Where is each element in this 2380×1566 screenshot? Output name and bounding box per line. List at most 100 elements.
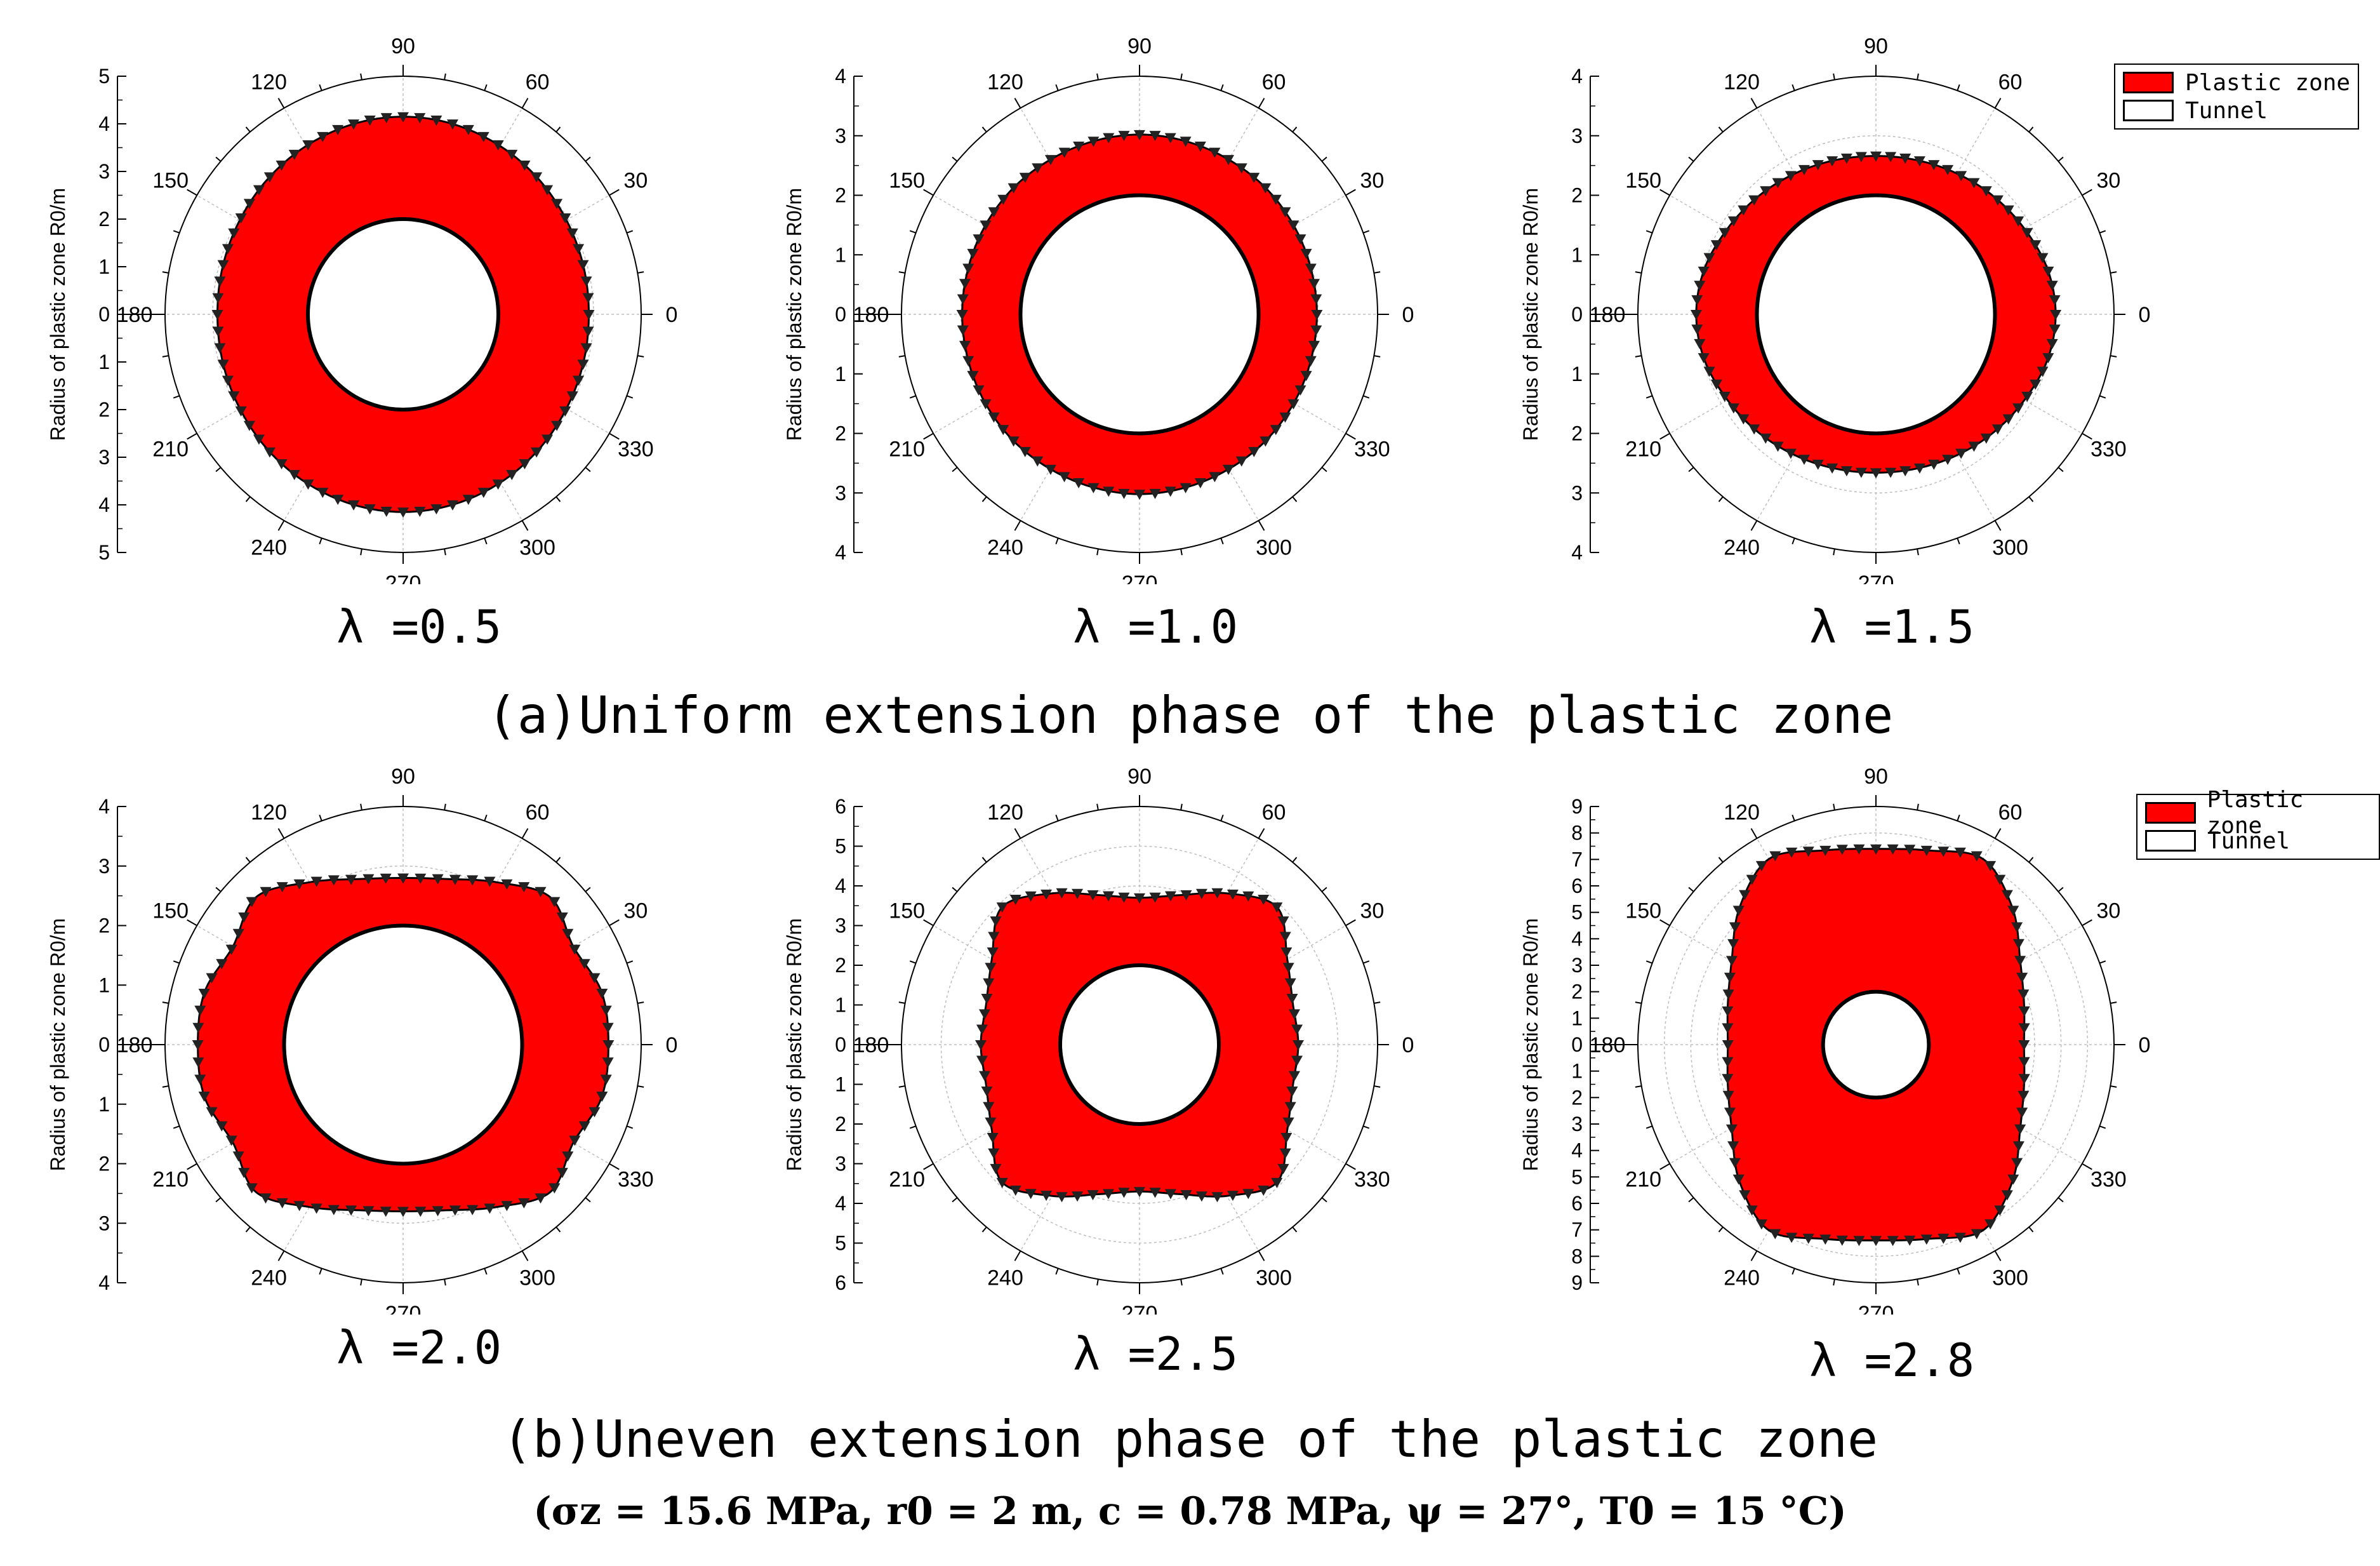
angle-tick	[521, 828, 529, 839]
boundary-marker	[328, 1205, 340, 1215]
boundary-marker	[276, 459, 288, 470]
boundary-marker	[1103, 133, 1115, 144]
angle-tick	[627, 230, 634, 234]
boundary-marker	[2018, 989, 2030, 1000]
boundary-marker	[484, 1203, 496, 1214]
angle-label: 300	[1992, 1266, 2028, 1290]
radial-tick-label: 9	[1571, 1271, 1583, 1294]
angle-label: 240	[1724, 535, 1760, 559]
boundary-marker	[1235, 456, 1247, 467]
angle-tick	[1792, 814, 1795, 821]
angle-label: 330	[618, 1168, 654, 1192]
radial-tick-label: 1	[1571, 363, 1583, 385]
boundary-marker	[2050, 310, 2062, 320]
boundary-marker	[2037, 366, 2049, 377]
angle-tick	[2110, 271, 2117, 274]
angle-tick	[277, 520, 285, 531]
boundary-marker	[1755, 860, 1767, 871]
boundary-marker	[1235, 163, 1247, 174]
radial-tick-label: 1	[98, 351, 110, 373]
boundary-marker	[1724, 972, 1736, 983]
boundary-marker	[446, 119, 458, 130]
boundary-marker	[1310, 294, 1322, 305]
angle-tick	[1792, 538, 1795, 545]
boundary-marker	[569, 1135, 581, 1146]
angle-label: 120	[1724, 70, 1760, 95]
boundary-marker	[1991, 195, 2004, 206]
angle-tick	[1645, 395, 1652, 399]
angle-tick	[1374, 1001, 1381, 1004]
angle-tick	[1180, 1279, 1183, 1286]
boundary-marker	[562, 928, 574, 939]
boundary-marker	[578, 1121, 590, 1132]
angle-tick	[1688, 156, 1694, 162]
boundary-marker	[2030, 379, 2042, 390]
boundary-marker	[1836, 845, 1848, 855]
boundary-marker	[1291, 1024, 1303, 1035]
lambda-label-4: λ =2.0	[336, 1321, 502, 1374]
boundary-marker	[2016, 1108, 2028, 1118]
boundary-marker	[2021, 228, 2033, 239]
radial-tick-label: 4	[835, 65, 846, 88]
polar-chart-4: 0306090120150180210240270300330432101234…	[46, 765, 677, 1315]
boundary-marker	[2042, 353, 2054, 364]
legend-item-tunnel-2: Tunnel	[2145, 827, 2371, 855]
boundary-marker	[976, 1024, 988, 1035]
parameters-caption: (σz = 15.6 MPa, r0 = 2 m, c = 0.78 MPa, …	[533, 1489, 1847, 1534]
boundary-marker	[1928, 459, 1940, 470]
boundary-marker	[518, 1198, 530, 1208]
lambda-label-3: λ =1.5	[1809, 600, 1975, 653]
boundary-marker	[1913, 463, 1925, 474]
radial-tick-label: 6	[1571, 874, 1583, 897]
angle-tick	[484, 814, 488, 821]
boundary-marker	[2030, 240, 2042, 251]
boundary-marker	[1149, 892, 1161, 903]
angle-tick	[1014, 98, 1021, 109]
legend-bottom: Plastic zone Tunnel	[2136, 787, 2380, 860]
boundary-marker	[580, 276, 592, 287]
angle-label: 150	[152, 899, 189, 923]
boundary-marker	[206, 1107, 218, 1118]
boundary-marker	[979, 1071, 991, 1081]
boundary-marker	[260, 887, 272, 897]
angle-tick	[319, 538, 322, 545]
angle-tick	[2082, 1163, 2092, 1170]
radial-tick-label: 3	[835, 914, 846, 937]
boundary-marker	[1694, 338, 1706, 349]
angle-tick	[1750, 520, 1758, 531]
boundary-marker	[997, 425, 1009, 436]
boundary-marker	[194, 1074, 206, 1085]
angle-tick	[923, 432, 934, 440]
boundary-marker	[198, 1091, 210, 1102]
boundary-marker	[1044, 464, 1056, 475]
legend-tunnel-label: Tunnel	[2185, 97, 2268, 124]
angle-tick	[1792, 1268, 1795, 1275]
angle-label: 60	[1998, 70, 2023, 95]
angle-tick	[245, 1226, 251, 1233]
boundary-marker	[577, 260, 589, 271]
angle-tick	[187, 919, 197, 927]
boundary-marker	[988, 1148, 1000, 1159]
boundary-marker	[1032, 456, 1044, 467]
angle-tick	[909, 230, 916, 234]
angle-tick	[1917, 73, 1919, 80]
radial-tick-label: 2	[98, 914, 110, 937]
tunnel-circle	[1058, 963, 1221, 1126]
boundary-marker	[1748, 424, 1760, 435]
angle-tick	[1345, 189, 1356, 196]
boundary-marker	[1722, 989, 1734, 1000]
boundary-marker	[1180, 483, 1192, 493]
boundary-marker	[1760, 433, 1772, 444]
angle-tick	[1292, 126, 1298, 133]
radial-tick-label: 4	[98, 493, 110, 516]
boundary-marker	[1928, 160, 1940, 171]
boundary-marker	[1798, 455, 1810, 465]
angle-label: 240	[987, 1266, 1023, 1290]
boundary-marker	[2012, 1141, 2024, 1152]
polar-panel-1: 0 30 60 90 120 150 180 210 240 270 300 330 5 4 3 2 1 0 1 2 3…	[25, 25, 813, 749]
angle-tick	[585, 887, 591, 892]
lambda-label-6: λ =2.8	[1809, 1334, 1975, 1387]
boundary-marker	[253, 434, 265, 445]
boundary-marker	[1288, 1071, 1300, 1081]
angle-tick	[277, 1250, 285, 1261]
